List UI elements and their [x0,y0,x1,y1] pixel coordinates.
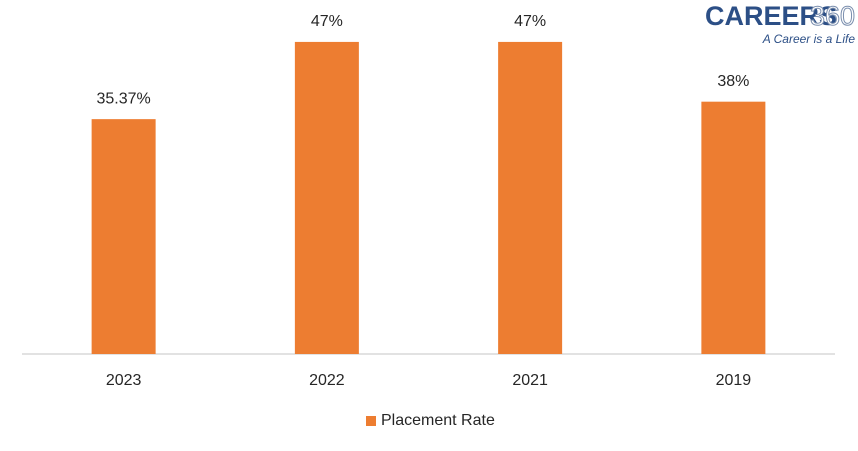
logo-number: 360 [810,1,855,31]
x-tick-label: 2022 [309,372,345,389]
data-label: 35.37% [96,90,150,107]
legend-label: Placement Rate [381,412,495,429]
bar [701,101,766,355]
data-label: 38% [717,73,749,90]
legend-swatch [366,416,376,426]
data-label: 47% [514,13,546,30]
logo-tagline: A Career is a Life [762,32,856,46]
x-tick-label: 2019 [716,372,752,389]
data-label: 47% [311,13,343,30]
logo-word: CAREERS [705,1,837,31]
bar [91,119,156,354]
x-tick-label: 2023 [106,372,142,389]
x-tick-label: 2021 [512,372,548,389]
bar [294,41,359,355]
bar [498,41,563,355]
